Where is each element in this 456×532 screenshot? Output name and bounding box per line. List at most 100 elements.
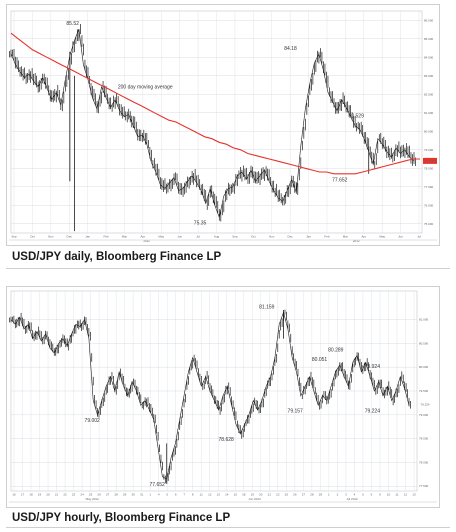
x-tick-label: 7 (183, 493, 185, 497)
x-tick-label: Jun (177, 235, 182, 239)
x-tick-label: 13 (412, 493, 416, 497)
x-tick-label: 26 (97, 493, 101, 497)
y-tick-label: 80.000 (419, 365, 429, 369)
y-tick-label: 79.000 (419, 413, 429, 417)
period-label: 2012 (353, 239, 360, 243)
x-tick-label: Feb (324, 235, 330, 239)
x-tick-label: Jan (85, 235, 90, 239)
price-annotation: 80.289 (328, 347, 344, 353)
x-tick-label: May (158, 235, 164, 239)
x-tick-label: 18 (242, 493, 246, 497)
y-tick-label: 75.000 (424, 222, 434, 226)
x-tick-label: 5 (362, 493, 364, 497)
price-annotation: 81.159 (259, 304, 275, 310)
x-tick-label: 12 (404, 493, 408, 497)
x-tick-label: 11 (395, 493, 398, 497)
hourly-chart-caption: USD/JPY hourly, Bloomberg Finance LP (12, 512, 231, 524)
x-tick-label: Dec (287, 235, 293, 239)
series-label: 200 day moving average (118, 85, 173, 91)
y-tick-label: 79.500 (419, 389, 429, 393)
x-tick-label: 9 (379, 493, 381, 497)
x-tick-label: Jun (398, 235, 403, 239)
x-tick-label: 23 (72, 493, 76, 497)
y-tick-label: 78.000 (419, 460, 429, 464)
x-tick-label: Jul (196, 235, 200, 239)
x-tick-label: 27 (302, 493, 306, 497)
x-tick-label: 17 (21, 493, 25, 497)
y-tick-label: 82.000 (424, 92, 434, 96)
y-tick-label: 77.500 (419, 484, 429, 488)
x-tick-label: 3 (345, 493, 347, 497)
y-tick-label: 78.500 (419, 437, 429, 441)
x-tick-label: 28 (310, 493, 314, 497)
x-tick-label: Oct (30, 235, 35, 239)
x-tick-label: 15 (234, 493, 238, 497)
x-tick-label: 13 (217, 493, 221, 497)
y-tick-label: 84.000 (424, 55, 434, 59)
x-tick-label: 27 (106, 493, 110, 497)
x-tick-label: Oct (251, 235, 256, 239)
x-tick-label: 20 (259, 493, 263, 497)
last-value-label: 78.398 (425, 159, 435, 163)
x-tick-label: 20 (46, 493, 50, 497)
price-annotation: 80.051 (312, 357, 328, 363)
last-value-tag (418, 401, 432, 408)
x-tick-label: 30 (131, 493, 135, 497)
price-line (10, 28, 415, 219)
price-annotation: 79.224 (365, 408, 381, 414)
price-annotation: 77.652 (332, 178, 348, 184)
x-tick-label: 16 (12, 493, 16, 497)
x-tick-label: Sep (11, 235, 17, 239)
y-tick-label: 76.000 (424, 203, 434, 207)
x-tick-label: 6 (175, 493, 177, 497)
price-annotation: 79.157 (288, 408, 304, 414)
y-tick-label: 83.000 (424, 74, 434, 78)
hourly-chart: 81.000 80.500 80.000 79.500 79.000 78.500 78.0… (9, 290, 437, 503)
y-tick-label: 81.000 (419, 318, 429, 322)
x-tick-label: 5 (166, 493, 168, 497)
y-tick-label: 80.500 (419, 341, 429, 345)
x-tick-label: Jan (306, 235, 311, 239)
x-tick-label: 29 (319, 493, 323, 497)
x-tick-label: 11 (200, 493, 203, 497)
x-tick-label: Apr (361, 235, 366, 239)
period-label: May 2012 (86, 497, 100, 501)
x-tick-label: May (379, 235, 385, 239)
daily-chart-caption: USD/JPY daily, Bloomberg Finance LP (12, 251, 222, 263)
y-tick-label: 79.000 (424, 148, 434, 152)
x-tick-label: Nov (269, 235, 275, 239)
divider (6, 527, 450, 528)
x-tick-label: 1 (328, 493, 330, 497)
x-tick-label: 8 (192, 493, 194, 497)
y-tick-label: 78.000 (424, 166, 434, 170)
x-tick-label: 19 (251, 493, 255, 497)
divider (6, 268, 450, 269)
x-tick-label: Dec (67, 235, 73, 239)
x-tick-label: 25 (285, 493, 289, 497)
x-tick-label: 22 (276, 493, 280, 497)
price-annotation: 80.529 (349, 113, 365, 119)
x-tick-label: 14 (225, 493, 229, 497)
last-value-tag (423, 157, 437, 164)
x-tick-label: 4 (158, 493, 160, 497)
x-tick-label: 21 (268, 493, 272, 497)
x-tick-label: 4 (354, 493, 356, 497)
x-tick-label: Sep (232, 235, 238, 239)
x-tick-label: 6 (371, 493, 373, 497)
x-tick-label: 31 (140, 493, 144, 497)
x-tick-label: Apr (141, 235, 146, 239)
x-tick-label: Aug (214, 235, 220, 239)
moving-average-line (10, 32, 420, 175)
x-tick-label: 21 (55, 493, 59, 497)
x-tick-label: 19 (38, 493, 42, 497)
x-tick-label: 26 (293, 493, 297, 497)
period-label: Jul 2012 (346, 497, 358, 501)
period-label: 2011 (143, 239, 150, 243)
price-annotation: 78.628 (219, 437, 235, 443)
y-tick-label: 81.000 (424, 111, 434, 115)
x-tick-label: 22 (63, 493, 67, 497)
x-tick-label: 25 (89, 493, 93, 497)
x-tick-label: 2 (337, 493, 339, 497)
x-tick-label: 28 (114, 493, 118, 497)
x-tick-label: 12 (208, 493, 212, 497)
